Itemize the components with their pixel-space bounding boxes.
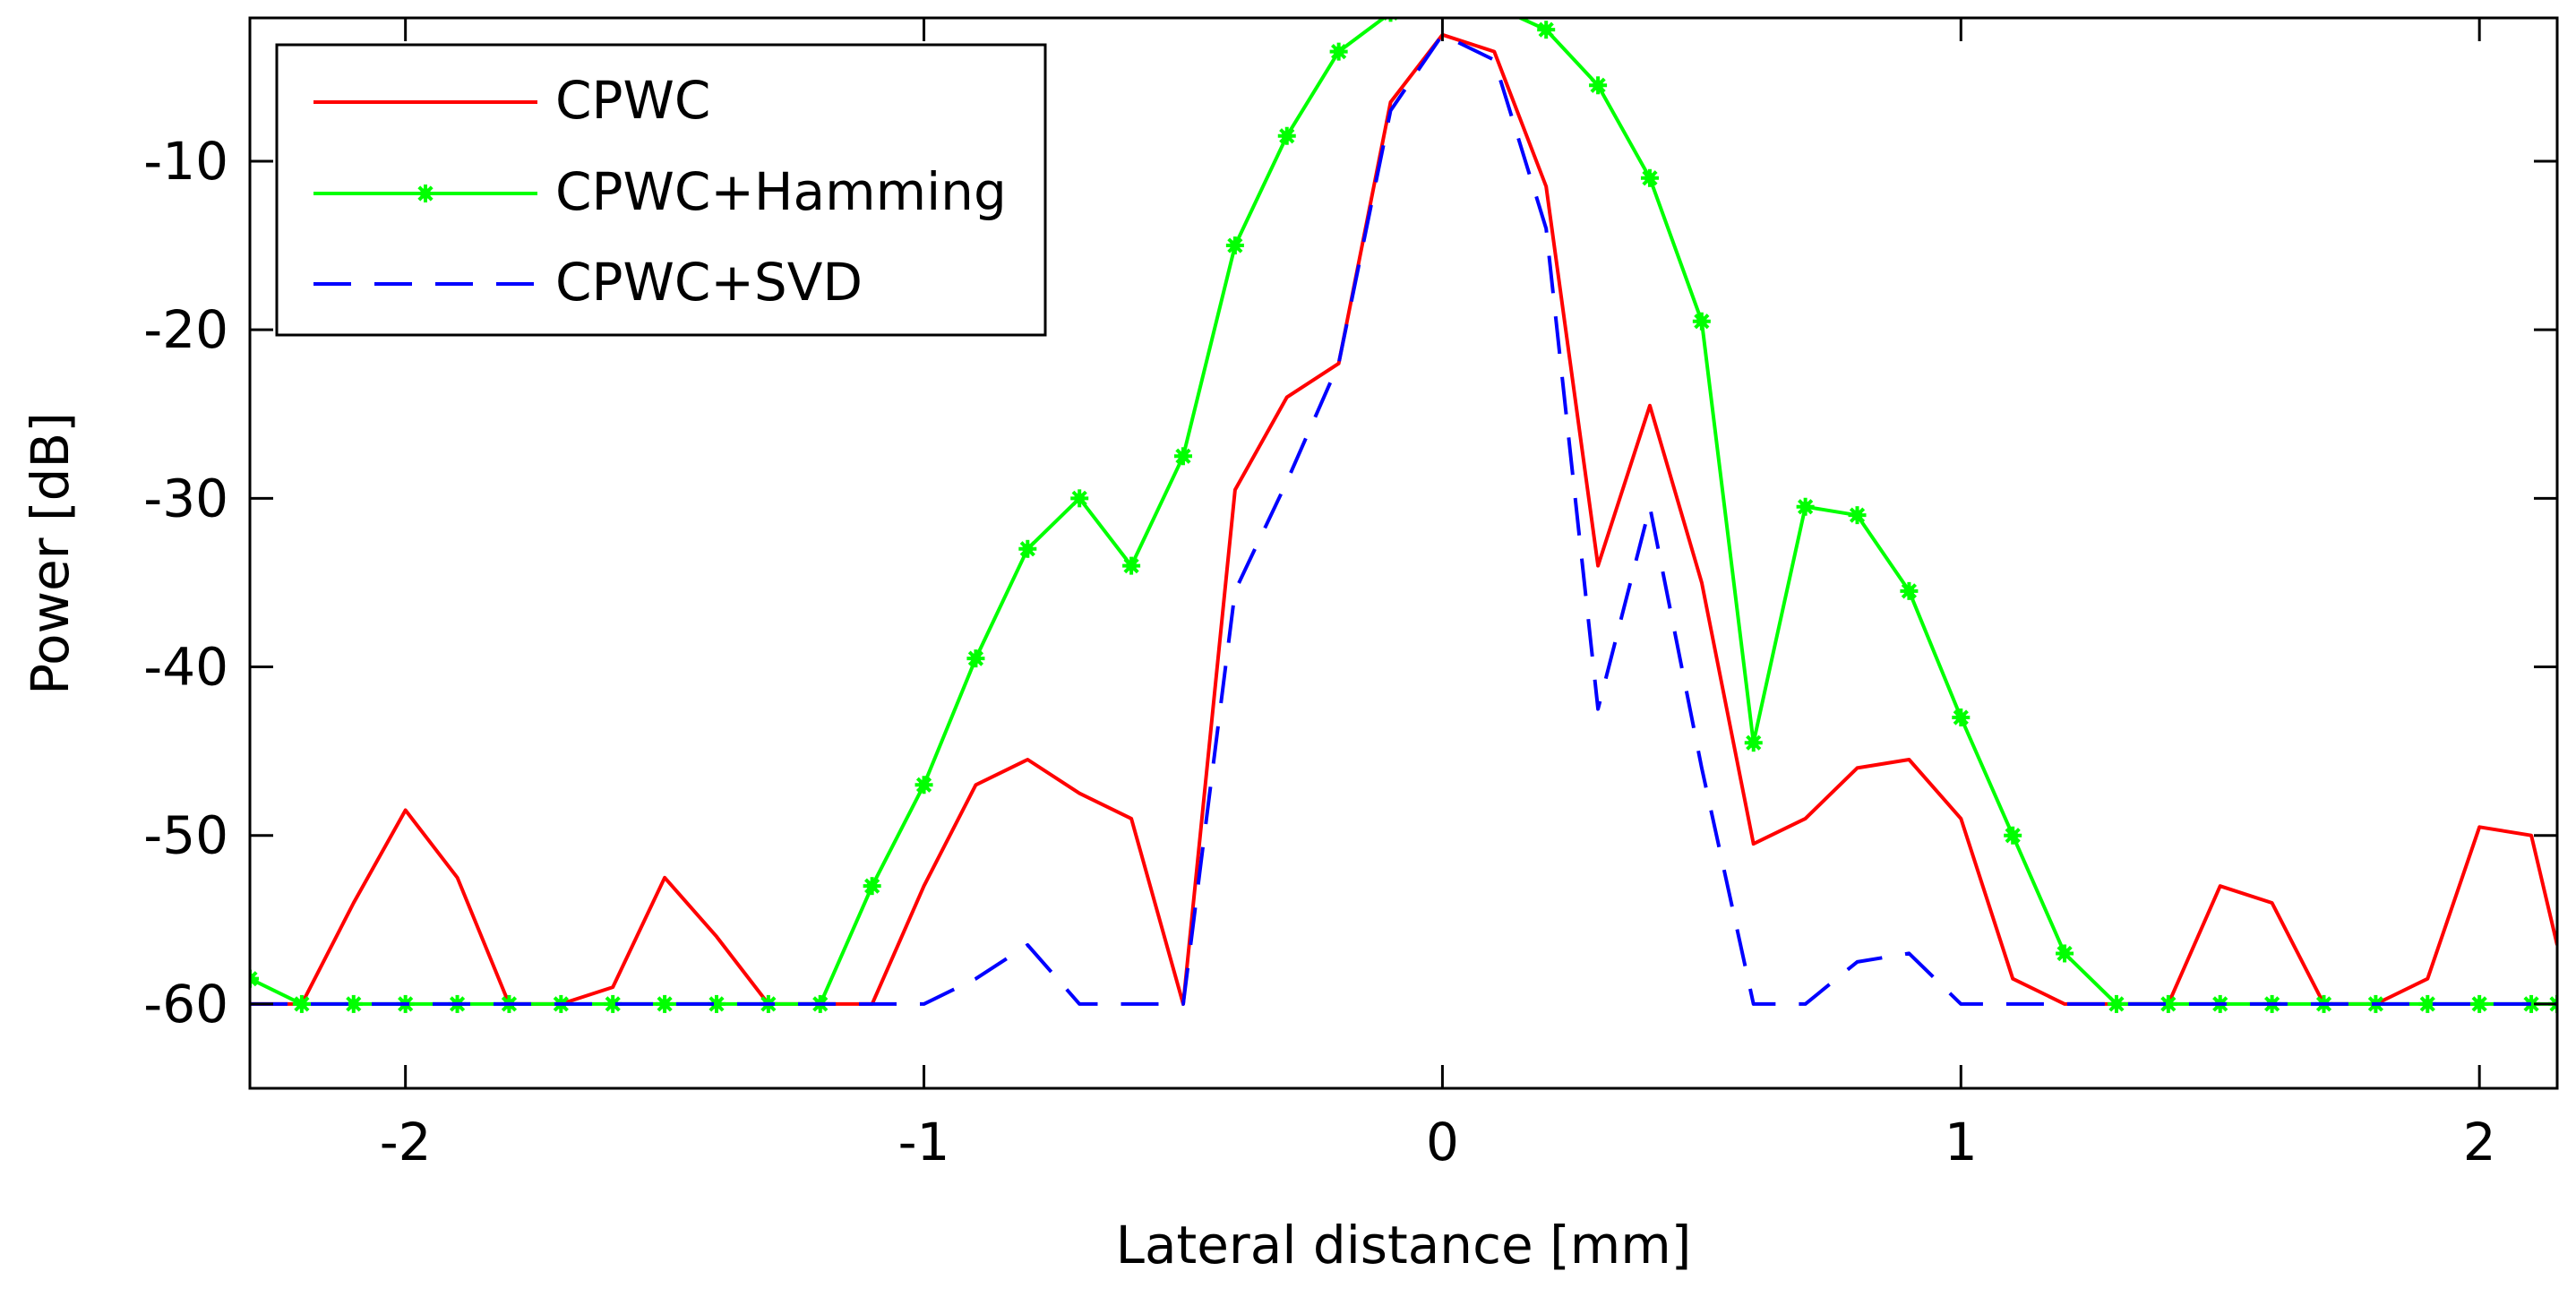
legend-star-marker [416, 185, 434, 202]
data-point-cpwc-hamming [1952, 708, 1971, 726]
data-point-cpwc-hamming [1589, 76, 1608, 95]
series-cpwc [250, 32, 2557, 1006]
series-cpwc-svd [250, 32, 2557, 1006]
x-tick-label: 2 [2463, 1112, 2496, 1172]
data-point-cpwc-hamming [1277, 126, 1296, 145]
legend-label-cpwc-hamming: CPWC+Hamming [555, 161, 1007, 222]
series-line-cpwc [250, 32, 2557, 1006]
x-tick-label: 1 [1945, 1112, 1978, 1172]
y-tick-label: -20 [143, 299, 228, 360]
series-layer [250, 18, 2557, 1013]
data-point-cpwc-hamming [1225, 236, 1244, 255]
series-line-cpwc-svd [250, 32, 2557, 1006]
data-point-cpwc-hamming [914, 776, 933, 795]
data-point-cpwc-hamming [966, 649, 985, 668]
y-tick-label: -10 [143, 131, 228, 192]
plot-frame [248, 16, 2559, 1090]
y-axis-label: Power [dB] [20, 412, 81, 695]
data-point-cpwc-hamming [2470, 994, 2489, 1013]
data-point-cpwc-hamming [1848, 506, 1867, 525]
y-tick-label: -40 [143, 637, 228, 698]
legend: CPWC CPWC+Hamming CPWC+SVD [275, 43, 1047, 337]
data-point-cpwc-hamming [1070, 489, 1089, 508]
legend-label-cpwc-svd: CPWC+SVD [555, 252, 863, 313]
data-point-cpwc-hamming [1018, 539, 1037, 558]
data-point-cpwc-hamming [1640, 168, 1659, 187]
x-tick-label: -2 [380, 1112, 432, 1172]
data-point-cpwc-hamming [1900, 581, 1919, 600]
y-tick-label: -50 [143, 805, 228, 866]
data-point-cpwc-hamming [707, 994, 726, 1013]
data-point-cpwc-hamming [1329, 42, 1348, 61]
axes-layer: -2 -1 0 1 2-10-20-30-40-50-60 [143, 18, 2557, 1172]
legend-label-cpwc: CPWC [555, 70, 710, 131]
data-point-cpwc-hamming [1173, 447, 1192, 466]
data-point-cpwc-hamming [292, 994, 311, 1013]
data-point-cpwc-hamming [2004, 826, 2022, 845]
data-point-cpwc-hamming [2056, 944, 2074, 963]
data-point-cpwc-hamming [656, 994, 674, 1013]
x-tick-label: -1 [898, 1112, 950, 1172]
data-point-cpwc-hamming [1796, 497, 1815, 516]
data-point-cpwc-hamming [1692, 312, 1711, 331]
data-point-cpwc-hamming [863, 877, 881, 896]
x-axis-label: Lateral distance [mm] [1116, 1215, 1692, 1276]
x-tick-label: 0 [1426, 1112, 1459, 1172]
data-point-cpwc-hamming [1744, 734, 1763, 752]
y-tick-label: -60 [143, 974, 228, 1035]
legend-box [275, 43, 1047, 337]
y-tick-label: -30 [143, 468, 228, 528]
data-point-cpwc-hamming [2107, 994, 2125, 1013]
data-point-cpwc-hamming [1537, 21, 1556, 39]
data-point-cpwc-hamming [1122, 556, 1141, 575]
legend-marker-cpwc-hamming [416, 185, 434, 202]
